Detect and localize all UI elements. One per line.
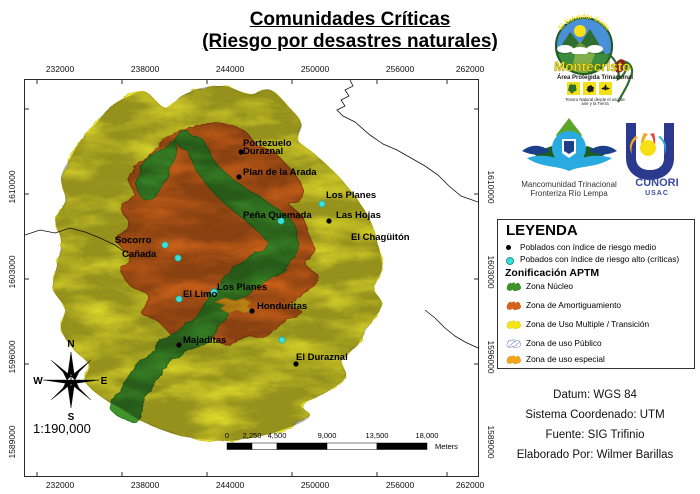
svg-text:Mancomunidad Trinacional: Mancomunidad Trinacional bbox=[522, 180, 617, 189]
svg-text:El Duraznal: El Duraznal bbox=[296, 352, 348, 363]
svg-text:Duraznal: Duraznal bbox=[243, 146, 283, 157]
svg-text:CUNORI: CUNORI bbox=[635, 177, 678, 189]
svg-text:Honduritas: Honduritas bbox=[257, 301, 307, 312]
svg-text:Socorro: Socorro bbox=[115, 235, 152, 246]
svg-text:2,250: 2,250 bbox=[243, 431, 262, 440]
svg-text:18,000: 18,000 bbox=[416, 431, 439, 440]
svg-text:Área Protegida Trinacional: Área Protegida Trinacional bbox=[557, 74, 633, 81]
svg-text:13,500: 13,500 bbox=[366, 431, 389, 440]
svg-text:aire y la Tierra: aire y la Tierra bbox=[581, 101, 609, 106]
svg-text:USAC: USAC bbox=[645, 190, 669, 197]
svg-text:El Limo: El Limo bbox=[183, 289, 218, 300]
svg-text:9,000: 9,000 bbox=[318, 431, 337, 440]
svg-text:Fronteriza Río Lempa: Fronteriza Río Lempa bbox=[530, 189, 608, 198]
svg-text:El Chagüitón: El Chagüitón bbox=[351, 232, 410, 243]
svg-text:Peña Quemada: Peña Quemada bbox=[243, 210, 312, 221]
svg-text:Las Hojas: Las Hojas bbox=[336, 210, 381, 221]
svg-text:0: 0 bbox=[225, 431, 229, 440]
svg-text:W: W bbox=[33, 376, 43, 387]
svg-text:Cañada: Cañada bbox=[122, 249, 157, 260]
svg-text:Los Planes: Los Planes bbox=[217, 282, 267, 293]
svg-text:Majaditas: Majaditas bbox=[183, 335, 226, 346]
svg-text:E: E bbox=[101, 376, 108, 387]
svg-text:Los Planes: Los Planes bbox=[326, 190, 376, 201]
svg-text:Meters: Meters bbox=[435, 442, 458, 451]
svg-text:Plan de la Arada: Plan de la Arada bbox=[243, 167, 317, 178]
svg-text:4,500: 4,500 bbox=[268, 431, 287, 440]
svg-text:N: N bbox=[67, 339, 74, 350]
svg-text:1:190,000: 1:190,000 bbox=[33, 421, 91, 436]
svg-text:Montecristo: Montecristo bbox=[554, 59, 631, 74]
